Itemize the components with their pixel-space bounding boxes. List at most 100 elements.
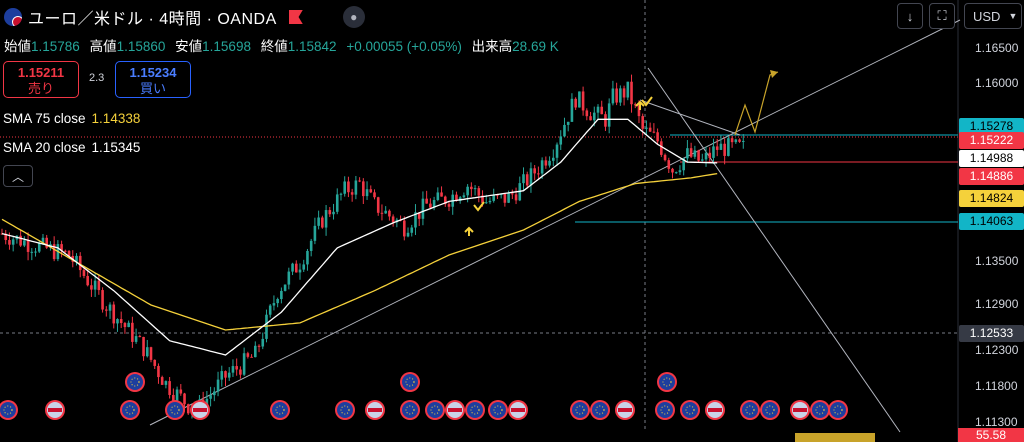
eu-event-icon[interactable] <box>400 400 420 420</box>
eu-event-icon[interactable] <box>657 372 677 392</box>
eu-event-icon[interactable] <box>270 400 290 420</box>
spread-value: 2.3 <box>89 72 105 84</box>
fullscreen-button[interactable]: ⛶ <box>929 3 955 29</box>
us-event-icon[interactable] <box>445 400 465 420</box>
candle-body <box>324 210 328 228</box>
candle-body <box>656 132 659 142</box>
eu-event-icon[interactable] <box>760 400 780 420</box>
candle-body <box>276 299 279 304</box>
candle-body <box>645 127 648 129</box>
eu-event-icon[interactable] <box>828 400 848 420</box>
candle-body <box>265 314 268 339</box>
candle-body <box>250 356 253 358</box>
candle-body <box>134 336 138 342</box>
symbol-title[interactable]: ユーロ／米ドル · 4時間 · OANDA <box>28 11 277 28</box>
candle-body <box>667 160 671 169</box>
high-value: 1.15860 <box>116 39 166 54</box>
rsi-value-badge: 55.58 <box>958 428 1024 442</box>
us-event-icon[interactable] <box>365 400 385 420</box>
eu-event-icon[interactable] <box>740 400 760 420</box>
eu-event-icon[interactable] <box>488 400 508 420</box>
more-icon[interactable]: ● <box>342 6 365 28</box>
eu-event-icon[interactable] <box>165 400 185 420</box>
eu-event-icon[interactable] <box>465 400 485 420</box>
price-level-label: 1.14063 <box>959 213 1024 230</box>
candle-body <box>552 157 555 161</box>
eu-event-icon[interactable] <box>125 372 145 392</box>
chart-header: ユーロ／米ドル · 4時間 · OANDA ● <box>0 4 365 30</box>
close-value: 1.15842 <box>287 39 337 54</box>
candle-body <box>585 110 589 117</box>
candle-body <box>246 353 250 357</box>
eu-event-icon[interactable] <box>570 400 590 420</box>
candle-body <box>93 280 97 290</box>
collapse-legend-button[interactable]: ︿ <box>3 165 33 187</box>
candle-body <box>11 239 15 245</box>
fullscreen-icon: ⛶ <box>937 8 947 23</box>
price-tick-label: 1.13500 <box>975 254 1019 268</box>
candle-body <box>566 121 570 125</box>
candle-body <box>254 345 257 358</box>
sell-label: 売り <box>27 81 54 96</box>
volume-value: 28.69 K <box>512 39 559 54</box>
candle-body <box>384 210 387 214</box>
candle-body <box>511 193 514 195</box>
us-event-icon[interactable] <box>508 400 528 420</box>
us-event-icon[interactable] <box>615 400 635 420</box>
candle-body <box>64 250 67 252</box>
currency-select[interactable]: USD ▼ <box>964 3 1022 29</box>
candle-body <box>116 319 119 324</box>
candle-body <box>380 212 384 214</box>
candle-body <box>309 240 313 251</box>
price-level-label: 1.14988 <box>959 150 1024 167</box>
eu-event-icon[interactable] <box>810 400 830 420</box>
eu-event-icon[interactable] <box>655 400 675 420</box>
us-event-icon[interactable] <box>45 400 65 420</box>
candle-body <box>697 150 700 161</box>
eurusd-flag-icon <box>4 8 22 26</box>
us-event-icon[interactable] <box>190 400 210 420</box>
high-label: 高値 <box>89 39 117 54</box>
candle-body <box>723 143 726 156</box>
us-event-icon[interactable] <box>790 400 810 420</box>
candle-body <box>317 217 320 226</box>
buy-signal-icon <box>635 100 645 110</box>
candle-body <box>227 372 231 378</box>
candle-body <box>105 309 108 311</box>
candle-body <box>589 116 592 121</box>
candle-body <box>280 290 283 300</box>
candle-body <box>209 395 212 399</box>
trendline-short <box>639 99 741 136</box>
candle-body <box>67 250 71 256</box>
us-event-icon[interactable] <box>705 400 725 420</box>
red-flag-icon[interactable] <box>288 10 303 24</box>
eu-event-icon[interactable] <box>335 400 355 420</box>
sma75-legend[interactable]: SMA 75 close 1.14338 <box>3 111 140 126</box>
sma20-legend[interactable]: SMA 20 close 1.15345 <box>3 140 140 155</box>
eu-event-icon[interactable] <box>590 400 610 420</box>
candle-body <box>633 104 637 106</box>
candle-body <box>414 212 417 228</box>
candle-body <box>78 255 82 271</box>
sell-button[interactable]: 1.15211 売り <box>3 61 79 98</box>
candle-body <box>45 237 48 248</box>
candle-body <box>473 188 477 190</box>
candle-body <box>157 365 160 378</box>
eu-event-icon[interactable] <box>425 400 445 420</box>
candle-body <box>708 152 712 158</box>
candle-body <box>298 269 302 273</box>
eu-event-icon[interactable] <box>120 400 140 420</box>
eu-event-icon[interactable] <box>0 400 18 420</box>
buy-button[interactable]: 1.15234 買い <box>115 61 191 98</box>
candle-body <box>604 114 607 127</box>
eu-event-icon[interactable] <box>680 400 700 420</box>
scroll-down-button[interactable]: ↓ <box>897 3 923 29</box>
candle-body <box>514 194 518 201</box>
candle-body <box>615 88 618 103</box>
candle-body <box>332 211 335 215</box>
eu-event-icon[interactable] <box>400 372 420 392</box>
candle-body <box>741 140 745 142</box>
candle-body <box>149 347 153 360</box>
candle-body <box>168 381 171 395</box>
